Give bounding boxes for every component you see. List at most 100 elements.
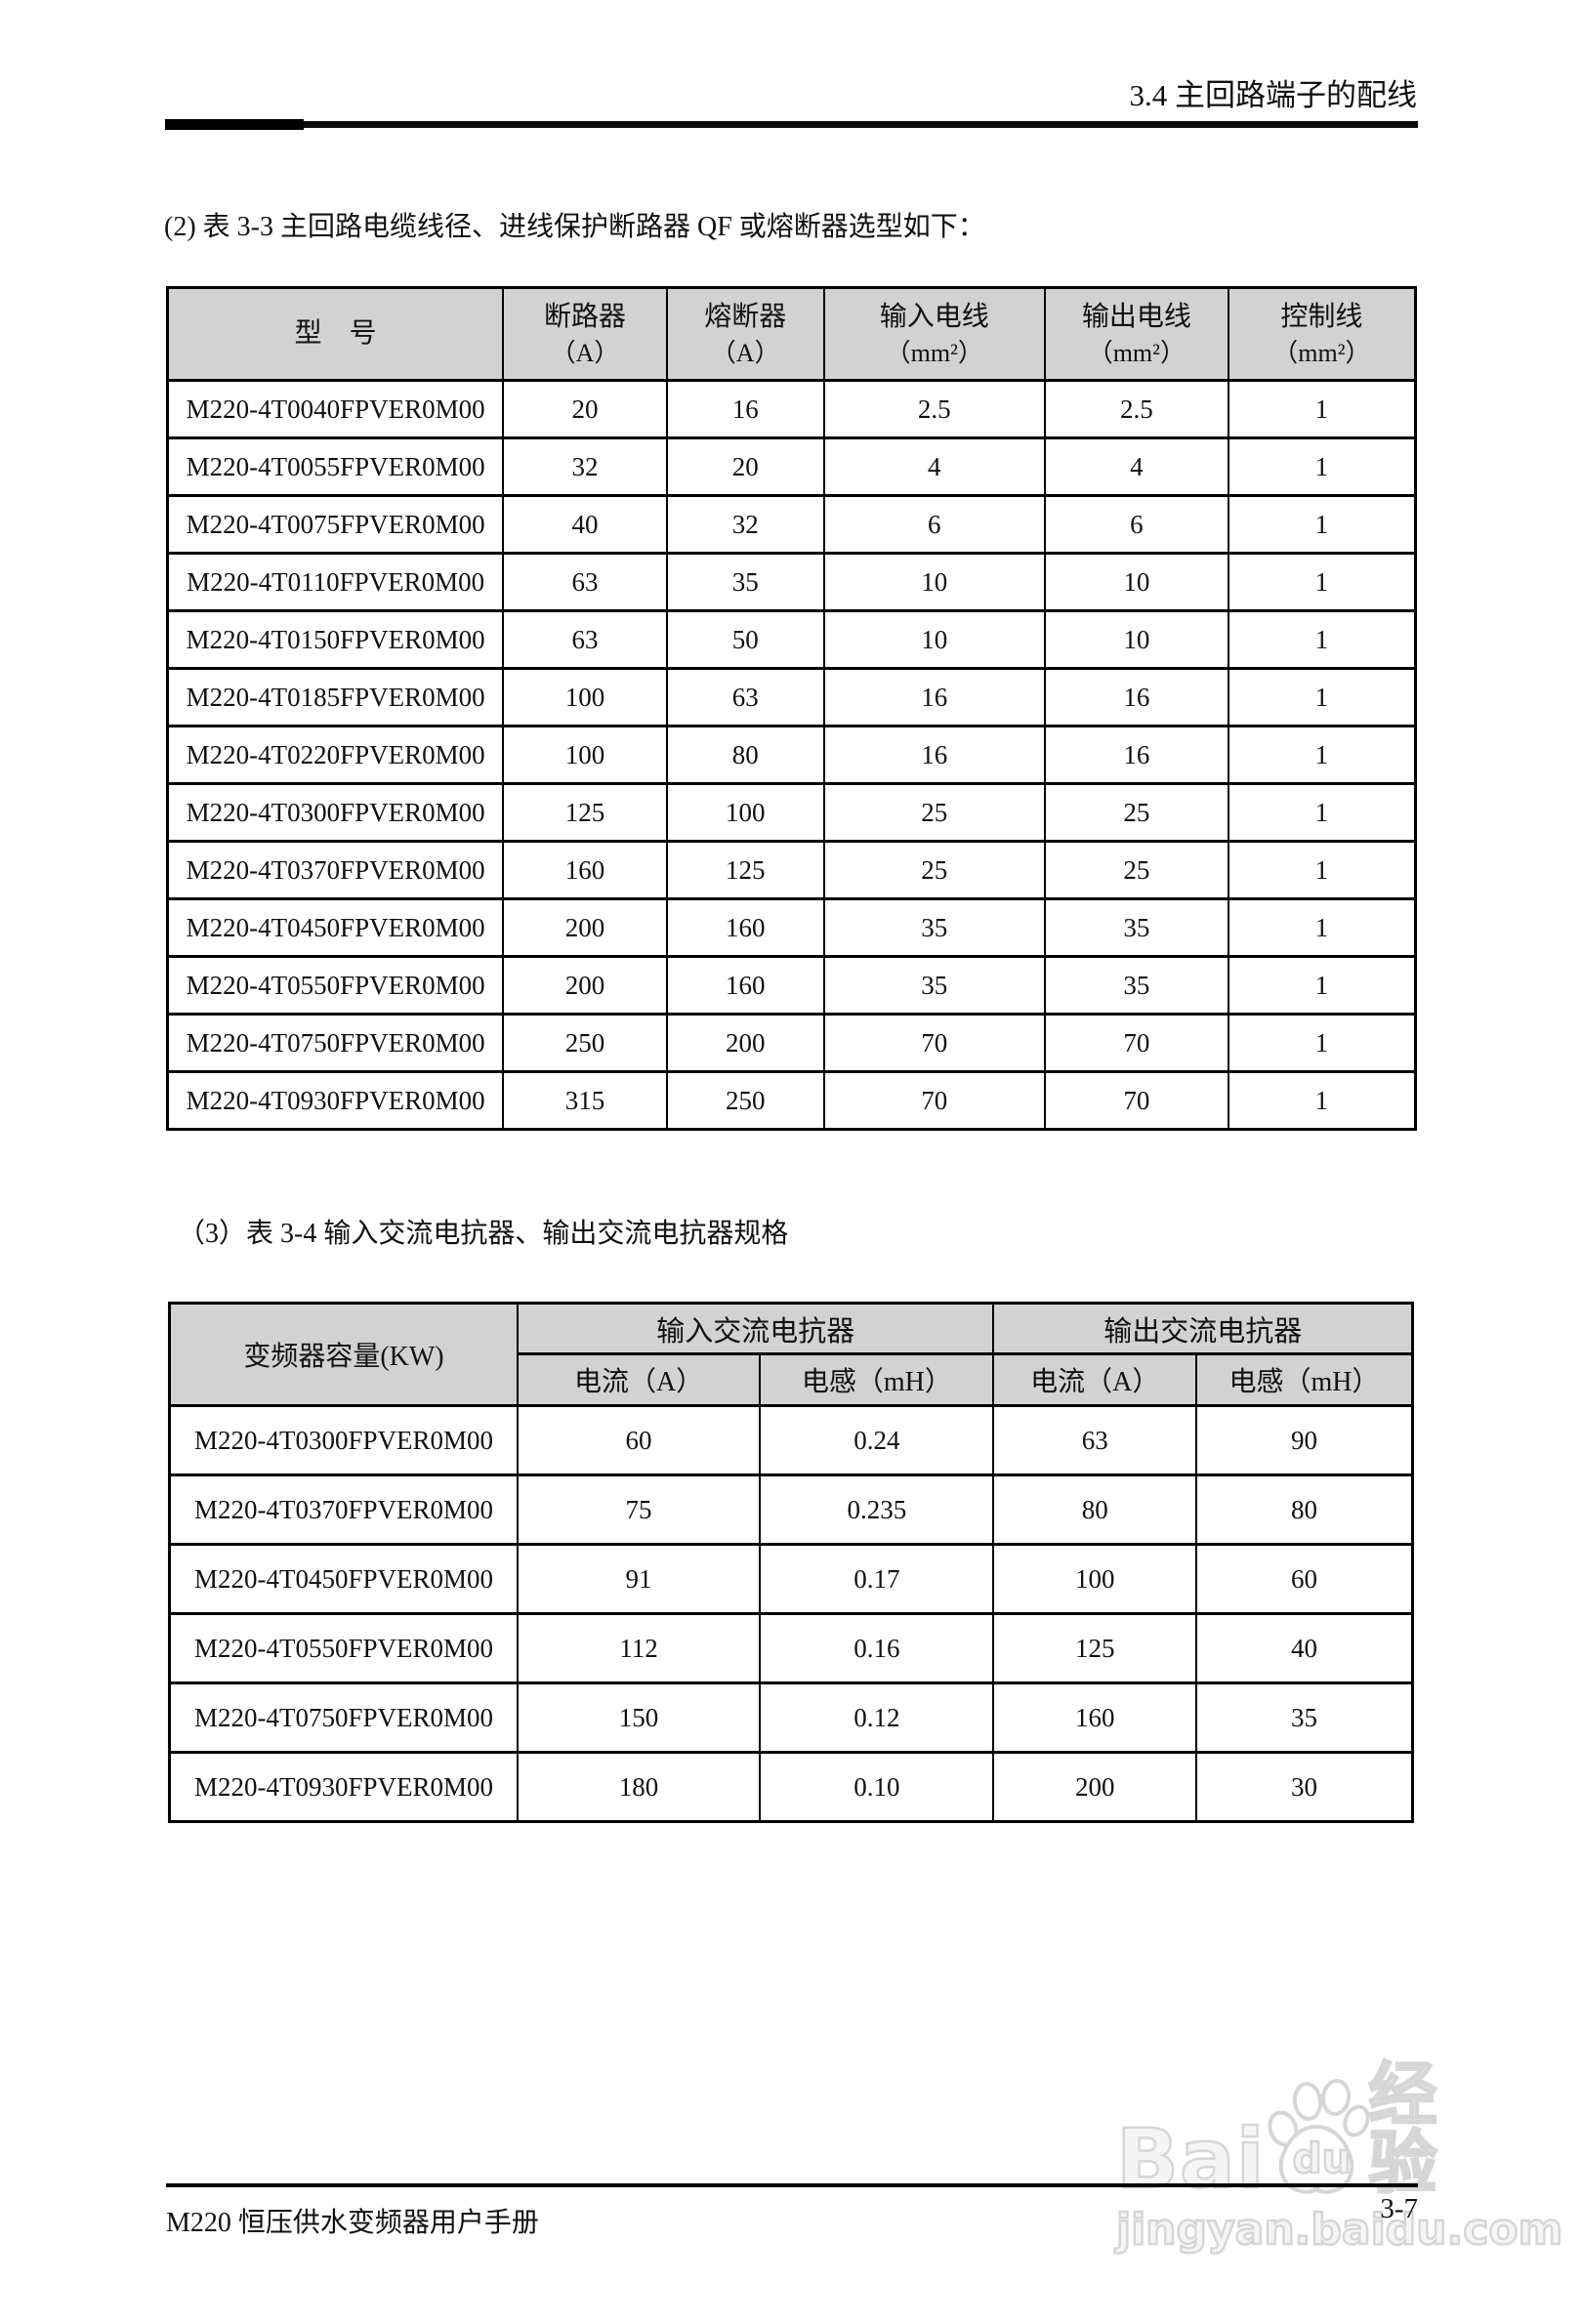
value-cell: 20 xyxy=(502,379,668,439)
value-cell: 160 xyxy=(992,1681,1197,1754)
value-cell: 125 xyxy=(502,782,668,843)
model-cell: M220-4T0220FPVER0M00 xyxy=(166,725,505,785)
value-cell: 1 xyxy=(1227,1070,1417,1131)
table-row: M220-4T0220FPVER0M00 100 80 16 16 1 xyxy=(166,725,1417,785)
table-row: M220-4T0040FPVER0M00 20 16 2.5 2.5 1 xyxy=(166,379,1417,439)
table-row: M220-4T0930FPVER0M00 315 250 70 70 1 xyxy=(166,1070,1417,1131)
value-cell: 25 xyxy=(822,782,1046,843)
value-cell: 1 xyxy=(1227,782,1417,843)
model-cell: M220-4T0110FPVER0M00 xyxy=(166,552,505,612)
table-row: M220-4T0930FPVER0M00 180 0.10 200 30 xyxy=(168,1751,1414,1823)
value-cell: 25 xyxy=(1043,840,1229,900)
table-3-4-reactor-specs: 变频器容量(KW) 输入交流电抗器 输出交流电抗器 电流（A） 电感（mH） 电… xyxy=(168,1302,1414,1823)
value-cell: 0.12 xyxy=(759,1681,995,1754)
table-row: M220-4T0450FPVER0M00 200 160 35 35 1 xyxy=(166,897,1417,958)
value-cell: 25 xyxy=(822,840,1046,900)
value-cell: 70 xyxy=(1043,1013,1229,1073)
value-cell: 10 xyxy=(822,552,1046,612)
model-cell: M220-4T0150FPVER0M00 xyxy=(166,609,505,670)
value-cell: 20 xyxy=(665,436,825,497)
model-cell: M220-4T0930FPVER0M00 xyxy=(168,1751,519,1823)
table-row: M220-4T0300FPVER0M00 125 100 25 25 1 xyxy=(166,782,1417,843)
table-row: M220-4T0550FPVER0M00 112 0.16 125 40 xyxy=(168,1612,1414,1684)
value-cell: 63 xyxy=(502,609,668,670)
col-header-output-wire: 输出电线 （mm²） xyxy=(1043,286,1229,382)
value-cell: 160 xyxy=(502,840,668,900)
model-cell: M220-4T0550FPVER0M00 xyxy=(168,1612,519,1684)
watermark-site-url: jingyan.baidu.com xyxy=(1115,2204,1564,2257)
value-cell: 0.17 xyxy=(759,1543,995,1615)
value-cell: 35 xyxy=(822,955,1046,1016)
col-header-output-inductance: 电感（mH） xyxy=(1194,1352,1414,1407)
value-cell: 63 xyxy=(665,667,825,727)
col-header-breaker: 断路器 （A） xyxy=(502,286,668,382)
value-cell: 160 xyxy=(665,897,825,958)
value-cell: 250 xyxy=(502,1013,668,1073)
model-cell: M220-4T0075FPVER0M00 xyxy=(166,494,505,555)
value-cell: 25 xyxy=(1043,782,1229,843)
footer-rule xyxy=(166,2183,1418,2187)
value-cell: 2.5 xyxy=(822,379,1046,439)
value-cell: 63 xyxy=(992,1404,1197,1476)
table-3-4-sub-header-row: 电流（A） 电感（mH） 电流（A） 电感（mH） xyxy=(170,1352,1414,1407)
value-cell: 1 xyxy=(1227,436,1417,497)
model-cell: M220-4T0930FPVER0M00 xyxy=(166,1070,505,1131)
value-cell: 80 xyxy=(665,725,825,785)
value-cell: 1 xyxy=(1227,725,1417,785)
value-cell: 100 xyxy=(502,725,668,785)
group-header-output-reactor: 输出交流电抗器 xyxy=(992,1302,1414,1355)
value-cell: 63 xyxy=(502,552,668,612)
table-3-4-body: M220-4T0300FPVER0M00 60 0.24 63 90 M220-4T037… xyxy=(168,1404,1414,1823)
value-cell: 250 xyxy=(665,1070,825,1131)
model-cell: M220-4T0300FPVER0M00 xyxy=(166,782,505,843)
table-row: M220-4T0750FPVER0M00 150 0.12 160 35 xyxy=(168,1681,1414,1754)
value-cell: 16 xyxy=(1043,667,1229,727)
value-cell: 35 xyxy=(1194,1681,1414,1754)
value-cell: 10 xyxy=(1043,609,1229,670)
value-cell: 160 xyxy=(665,955,825,1016)
table-row: M220-4T0185FPVER0M00 100 63 16 16 1 xyxy=(166,667,1417,727)
footer-manual-title: M220 恒压供水变频器用户手册 xyxy=(166,2208,539,2238)
value-cell: 35 xyxy=(822,897,1046,958)
value-cell: 1 xyxy=(1227,494,1417,555)
model-cell: M220-4T0185FPVER0M00 xyxy=(166,667,505,727)
value-cell: 4 xyxy=(822,436,1046,497)
value-cell: 35 xyxy=(1043,955,1229,1016)
value-cell: 70 xyxy=(1043,1070,1229,1131)
table-row: M220-4T0300FPVER0M00 60 0.24 63 90 xyxy=(168,1404,1414,1476)
value-cell: 2.5 xyxy=(1043,379,1229,439)
model-cell: M220-4T0055FPVER0M00 xyxy=(166,436,505,497)
value-cell: 112 xyxy=(516,1612,762,1684)
model-cell: M220-4T0550FPVER0M00 xyxy=(166,955,505,1016)
value-cell: 100 xyxy=(502,667,668,727)
value-cell: 70 xyxy=(822,1070,1046,1131)
value-cell: 200 xyxy=(665,1013,825,1073)
value-cell: 0.235 xyxy=(759,1473,995,1546)
value-cell: 4 xyxy=(1043,436,1229,497)
value-cell: 125 xyxy=(992,1612,1197,1684)
value-cell: 1 xyxy=(1227,1013,1417,1073)
value-cell: 0.16 xyxy=(759,1612,995,1684)
value-cell: 91 xyxy=(516,1543,762,1615)
value-cell: 200 xyxy=(992,1751,1197,1823)
col-header-input-wire: 输入电线 （mm²） xyxy=(822,286,1046,382)
col-header-control-wire: 控制线 （mm²） xyxy=(1227,286,1417,382)
section-title: 3.4 主回路端子的配线 xyxy=(1129,78,1418,112)
value-cell: 32 xyxy=(665,494,825,555)
footer-page-number: 3-7 xyxy=(1380,2193,1418,2224)
value-cell: 35 xyxy=(1043,897,1229,958)
table-row: M220-4T0150FPVER0M00 63 50 10 10 1 xyxy=(166,609,1417,670)
table-row: M220-4T0110FPVER0M00 63 35 10 10 1 xyxy=(166,552,1417,612)
model-cell: M220-4T0450FPVER0M00 xyxy=(168,1543,519,1615)
value-cell: 80 xyxy=(1194,1473,1414,1546)
table-3-4-group-header-row: 变频器容量(KW) 输入交流电抗器 输出交流电抗器 xyxy=(168,1302,1414,1407)
col-header-fuse: 熔断器 （A） xyxy=(665,286,825,382)
col-header-input-current: 电流（A） xyxy=(516,1352,762,1407)
value-cell: 200 xyxy=(502,955,668,1016)
value-cell: 16 xyxy=(822,725,1046,785)
value-cell: 100 xyxy=(665,782,825,843)
watermark-du-text: du xyxy=(1291,2134,1352,2184)
value-cell: 100 xyxy=(992,1543,1197,1615)
